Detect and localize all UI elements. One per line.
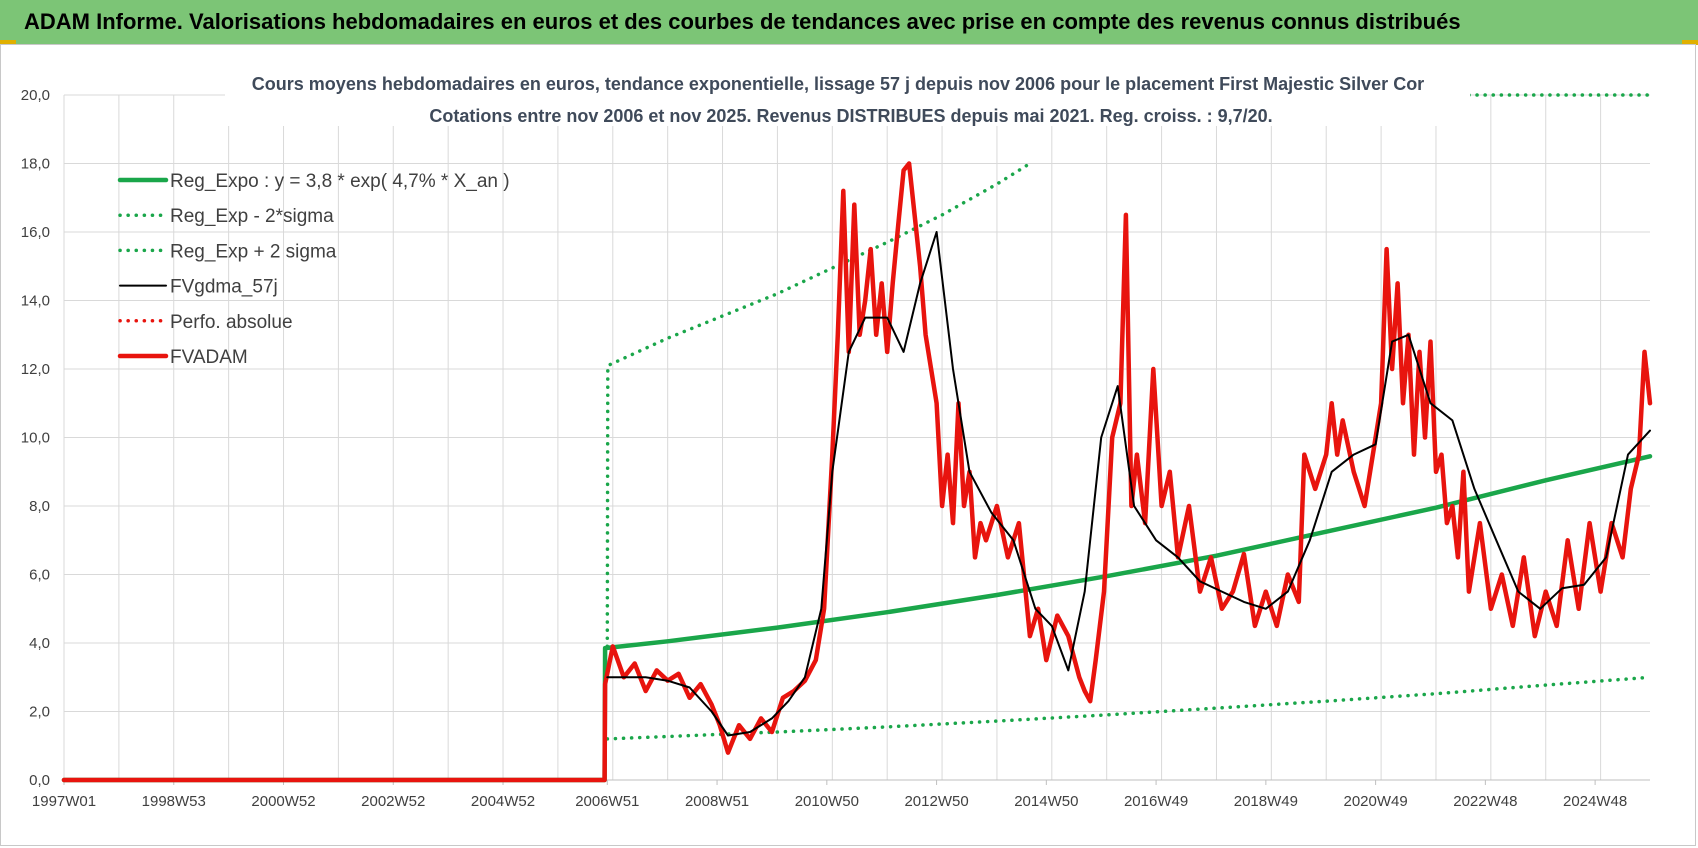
series-line-fvadam [61, 161, 1653, 783]
y-tick-label: 12,0 [21, 361, 50, 378]
y-tick-label: 20,0 [21, 87, 50, 104]
right-corner-marker [1682, 40, 1698, 45]
x-tick-label: 2010W50 [795, 793, 859, 810]
chart-subtitle: Cotations entre nov 2006 et nov 2025. Re… [429, 106, 1272, 126]
x-tick-label: 2012W50 [904, 793, 968, 810]
legend-label: FVADAM [170, 347, 248, 368]
title-backdrop [225, 64, 1470, 126]
y-tick-label: 18,0 [21, 156, 50, 173]
chart-title: Cours moyens hebdomadaires en euros, ten… [252, 74, 1424, 94]
x-tick-label: 2024W48 [1563, 793, 1627, 810]
x-tick-label: 2004W52 [471, 793, 535, 810]
chart-legend: Reg_Expo : y = 3,8 * exp( 4,7% * X_an ) R… [117, 171, 510, 368]
x-tick-label: 1998W53 [142, 793, 206, 810]
x-tick-label: 2000W52 [251, 793, 315, 810]
chart-series [61, 93, 1653, 783]
series-line-reg-exp-2-sigma [605, 161, 1032, 649]
y-tick-label: 14,0 [21, 293, 50, 310]
x-tick-label: 2006W51 [575, 793, 639, 810]
x-tick-label: 1997W01 [32, 793, 96, 810]
x-tick-label: 2020W49 [1343, 793, 1407, 810]
y-tick-label: 16,0 [21, 224, 50, 241]
y-tick-label: 0,0 [29, 772, 50, 789]
legend-label: Reg_Expo : y = 3,8 * exp( 4,7% * X_an ) [170, 171, 510, 192]
report-title: ADAM Informe. Valorisations hebdomadaire… [24, 9, 1461, 34]
series-line-fvgdma-57j [606, 231, 1651, 737]
x-tick-label: 2014W50 [1014, 793, 1078, 810]
y-tick-label: 6,0 [29, 567, 50, 584]
x-tick-label: 2016W49 [1124, 793, 1188, 810]
legend-label: Reg_Exp + 2 sigma [170, 241, 337, 262]
y-tick-label: 8,0 [29, 498, 50, 515]
legend-label: FVgdma_57j [170, 277, 278, 298]
chart-frame [0, 44, 1696, 846]
x-tick-label: 2022W48 [1453, 793, 1517, 810]
series-line-reg-exp-2-sigma [605, 675, 1652, 741]
series-line-reg-expo-y-3-8-exp-4-7-x-an [61, 454, 1653, 783]
line-chart: 0,0 2,0 4,0 6,0 8,0 10,0 12,0 14,0 16,0 18,0 20,0 1… [21, 64, 1653, 810]
chart-axis-labels: 0,0 2,0 4,0 6,0 8,0 10,0 12,0 14,0 16,0 18,0 20,0 1… [21, 87, 1627, 810]
left-corner-marker [0, 40, 16, 45]
legend-label: Reg_Exp - 2*sigma [170, 206, 334, 227]
legend-label: Perfo. absolue [170, 312, 293, 333]
report-banner: ADAM Informe. Valorisations hebdomadaire… [0, 0, 1698, 44]
y-tick-label: 4,0 [29, 635, 50, 652]
x-tick-label: 2002W52 [361, 793, 425, 810]
y-tick-label: 2,0 [29, 704, 50, 721]
x-tick-label: 2008W51 [685, 793, 749, 810]
x-tick-label: 2018W49 [1234, 793, 1298, 810]
y-tick-label: 10,0 [21, 430, 50, 447]
